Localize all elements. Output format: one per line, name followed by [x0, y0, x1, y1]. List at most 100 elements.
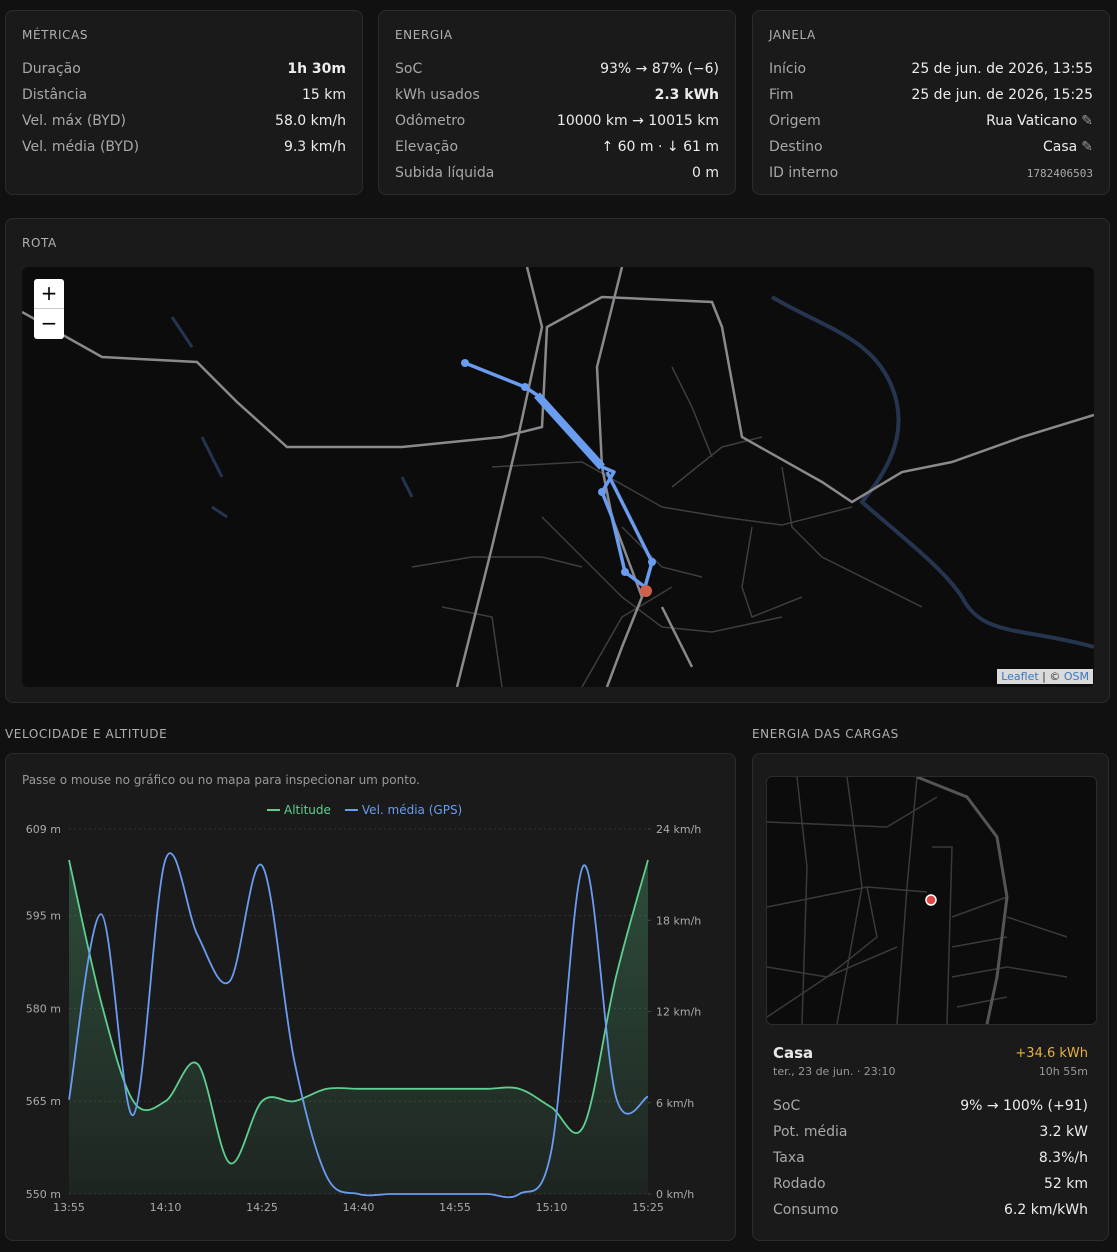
- charge-map[interactable]: [766, 776, 1097, 1025]
- legend-label: Altitude: [284, 803, 331, 817]
- y2-tick-label: 18 km/h: [656, 914, 701, 927]
- hint: Passe o mouse no gráfico ou no mapa para…: [22, 773, 420, 787]
- row: SoC 93% → 87% (−6): [395, 56, 719, 82]
- attribution: Leaflet | © OSM: [997, 669, 1093, 684]
- route-point: [648, 558, 656, 566]
- card-title: ENERGIA: [395, 28, 453, 42]
- x-tick-label: 13:55: [53, 1201, 85, 1214]
- highway: [916, 777, 1009, 1024]
- value: 0 m: [692, 165, 719, 181]
- label: Vel. média (BYD): [22, 139, 140, 155]
- value: 8.3%/h: [1038, 1150, 1088, 1166]
- minor-roads: [411, 366, 923, 687]
- route-map[interactable]: [22, 267, 1094, 687]
- label: kWh usados: [395, 87, 480, 103]
- zoom-out[interactable]: −: [40, 311, 58, 335]
- y-tick-label: 609 m: [26, 823, 61, 836]
- label: Elevação: [395, 139, 459, 155]
- x-tick-label: 14:55: [439, 1201, 471, 1214]
- rows: Duração 1h 30m Distância 15 km Vel. máx (BYD…: [22, 56, 346, 160]
- row: Elevação ↑ 60 m · ↓ 61 m: [395, 134, 719, 160]
- value: 58.0 km/h: [275, 113, 346, 129]
- value: 2.3 kWh: [654, 87, 719, 103]
- label: Distância: [22, 87, 88, 103]
- charge-date: ter., 23 de jun. · 23:10: [773, 1065, 896, 1078]
- charge-energy: +34.6 kWh: [1015, 1046, 1088, 1061]
- row: kWh usados 2.3 kWh: [395, 82, 719, 108]
- label: Duração: [22, 61, 81, 77]
- row: Consumo 6.2 km/kWh: [773, 1197, 1088, 1223]
- y-tick-label: 595 m: [26, 910, 61, 923]
- rows: SoC 93% → 87% (−6) kWh usados 2.3 kWh Odômet…: [395, 56, 719, 186]
- rows: Início 25 de jun. de 2026, 13:55 Fim 25 de …: [769, 56, 1093, 186]
- separator: | ©: [1042, 670, 1061, 683]
- x-tick-label: 15:25: [632, 1201, 664, 1214]
- y-tick-label: 550 m: [26, 1188, 61, 1201]
- series-line: [68, 852, 649, 1199]
- value: 1782406503: [1026, 166, 1093, 180]
- x-tick-label: 14:25: [246, 1201, 278, 1214]
- zoom-in[interactable]: +: [34, 279, 64, 309]
- value: 52 km: [1043, 1176, 1088, 1192]
- row: Duração 1h 30m: [22, 56, 346, 82]
- label: Consumo: [773, 1202, 839, 1218]
- card-title: JANELA: [769, 28, 816, 42]
- label: Odômetro: [395, 113, 466, 129]
- zoom-control: + −: [34, 279, 64, 339]
- route-point: [521, 383, 529, 391]
- label: Pot. média: [773, 1124, 848, 1140]
- row: Vel. máx (BYD) 58.0 km/h: [22, 108, 346, 134]
- route-point: [598, 488, 606, 496]
- label: ID interno: [769, 165, 839, 181]
- row: Odômetro 10000 km → 10015 km: [395, 108, 719, 134]
- water: [170, 316, 414, 519]
- y2-tick-label: 24 km/h: [656, 823, 701, 836]
- osm-link[interactable]: OSM: [1063, 670, 1089, 683]
- label: Destino: [769, 139, 823, 155]
- section-title: ENERGIA DAS CARGAS: [752, 727, 899, 741]
- row: Taxa 8.3%/h: [773, 1145, 1088, 1171]
- value[interactable]: Rua Vaticano: [986, 113, 1093, 129]
- x-tick-label: 15:10: [536, 1201, 568, 1214]
- value: 1h 30m: [287, 61, 346, 77]
- label: SoC: [395, 61, 423, 77]
- row: Vel. média (BYD) 9.3 km/h: [22, 134, 346, 160]
- row: Distância 15 km: [22, 82, 346, 108]
- row: Início 25 de jun. de 2026, 13:55: [769, 56, 1093, 82]
- x-tick-label: 14:40: [343, 1201, 375, 1214]
- window-card: JANELA Início 25 de jun. de 2026, 13:55 Fi…: [752, 10, 1110, 195]
- row: Pot. média 3.2 kW: [773, 1119, 1088, 1145]
- label: Vel. máx (BYD): [22, 113, 126, 129]
- card-title: MÉTRICAS: [22, 28, 89, 42]
- charge-duration: 10h 55m: [1038, 1065, 1088, 1078]
- metrics-card: MÉTRICAS Duração 1h 30m Distância 15 km Vel.…: [5, 10, 363, 195]
- route-card: ROTA + − Leaflet | © OSM: [5, 218, 1110, 703]
- label: Subida líquida: [395, 165, 495, 181]
- series-line: [68, 859, 649, 1165]
- chart[interactable]: 550 m 565 m 580 m 595 m 609 m 0 km/h 6 km/h 12 …: [5, 753, 736, 1240]
- main-roads: [22, 267, 1094, 687]
- leaflet-link[interactable]: Leaflet: [1001, 670, 1039, 683]
- row: Origem Rua Vaticano: [769, 108, 1093, 134]
- value[interactable]: Casa: [1043, 139, 1093, 155]
- value: 15 km: [301, 87, 346, 103]
- route-line: [464, 361, 654, 589]
- place: Casa: [773, 1044, 814, 1062]
- value: 25 de jun. de 2026, 13:55: [911, 61, 1093, 77]
- row: SoC 9% → 100% (+91): [773, 1093, 1088, 1119]
- chart-card: Passe o mouse no gráfico ou no mapa para…: [5, 753, 736, 1241]
- value: 25 de jun. de 2026, 15:25: [911, 87, 1093, 103]
- altitude-area: [69, 859, 648, 1194]
- value: 10000 km → 10015 km: [556, 113, 719, 129]
- route-line-dense: [534, 392, 605, 470]
- streets: [767, 777, 1068, 1024]
- label: SoC: [773, 1098, 801, 1114]
- charges-card: Casa +34.6 kWh ter., 23 de jun. · 23:10 …: [752, 753, 1109, 1241]
- route-point: [621, 568, 629, 576]
- y2-tick-label: 0 km/h: [656, 1188, 694, 1201]
- y-tick-label: 565 m: [26, 1095, 61, 1108]
- legend-label: Vel. média (GPS): [362, 803, 462, 817]
- river: [770, 295, 1094, 649]
- label: Fim: [769, 87, 794, 103]
